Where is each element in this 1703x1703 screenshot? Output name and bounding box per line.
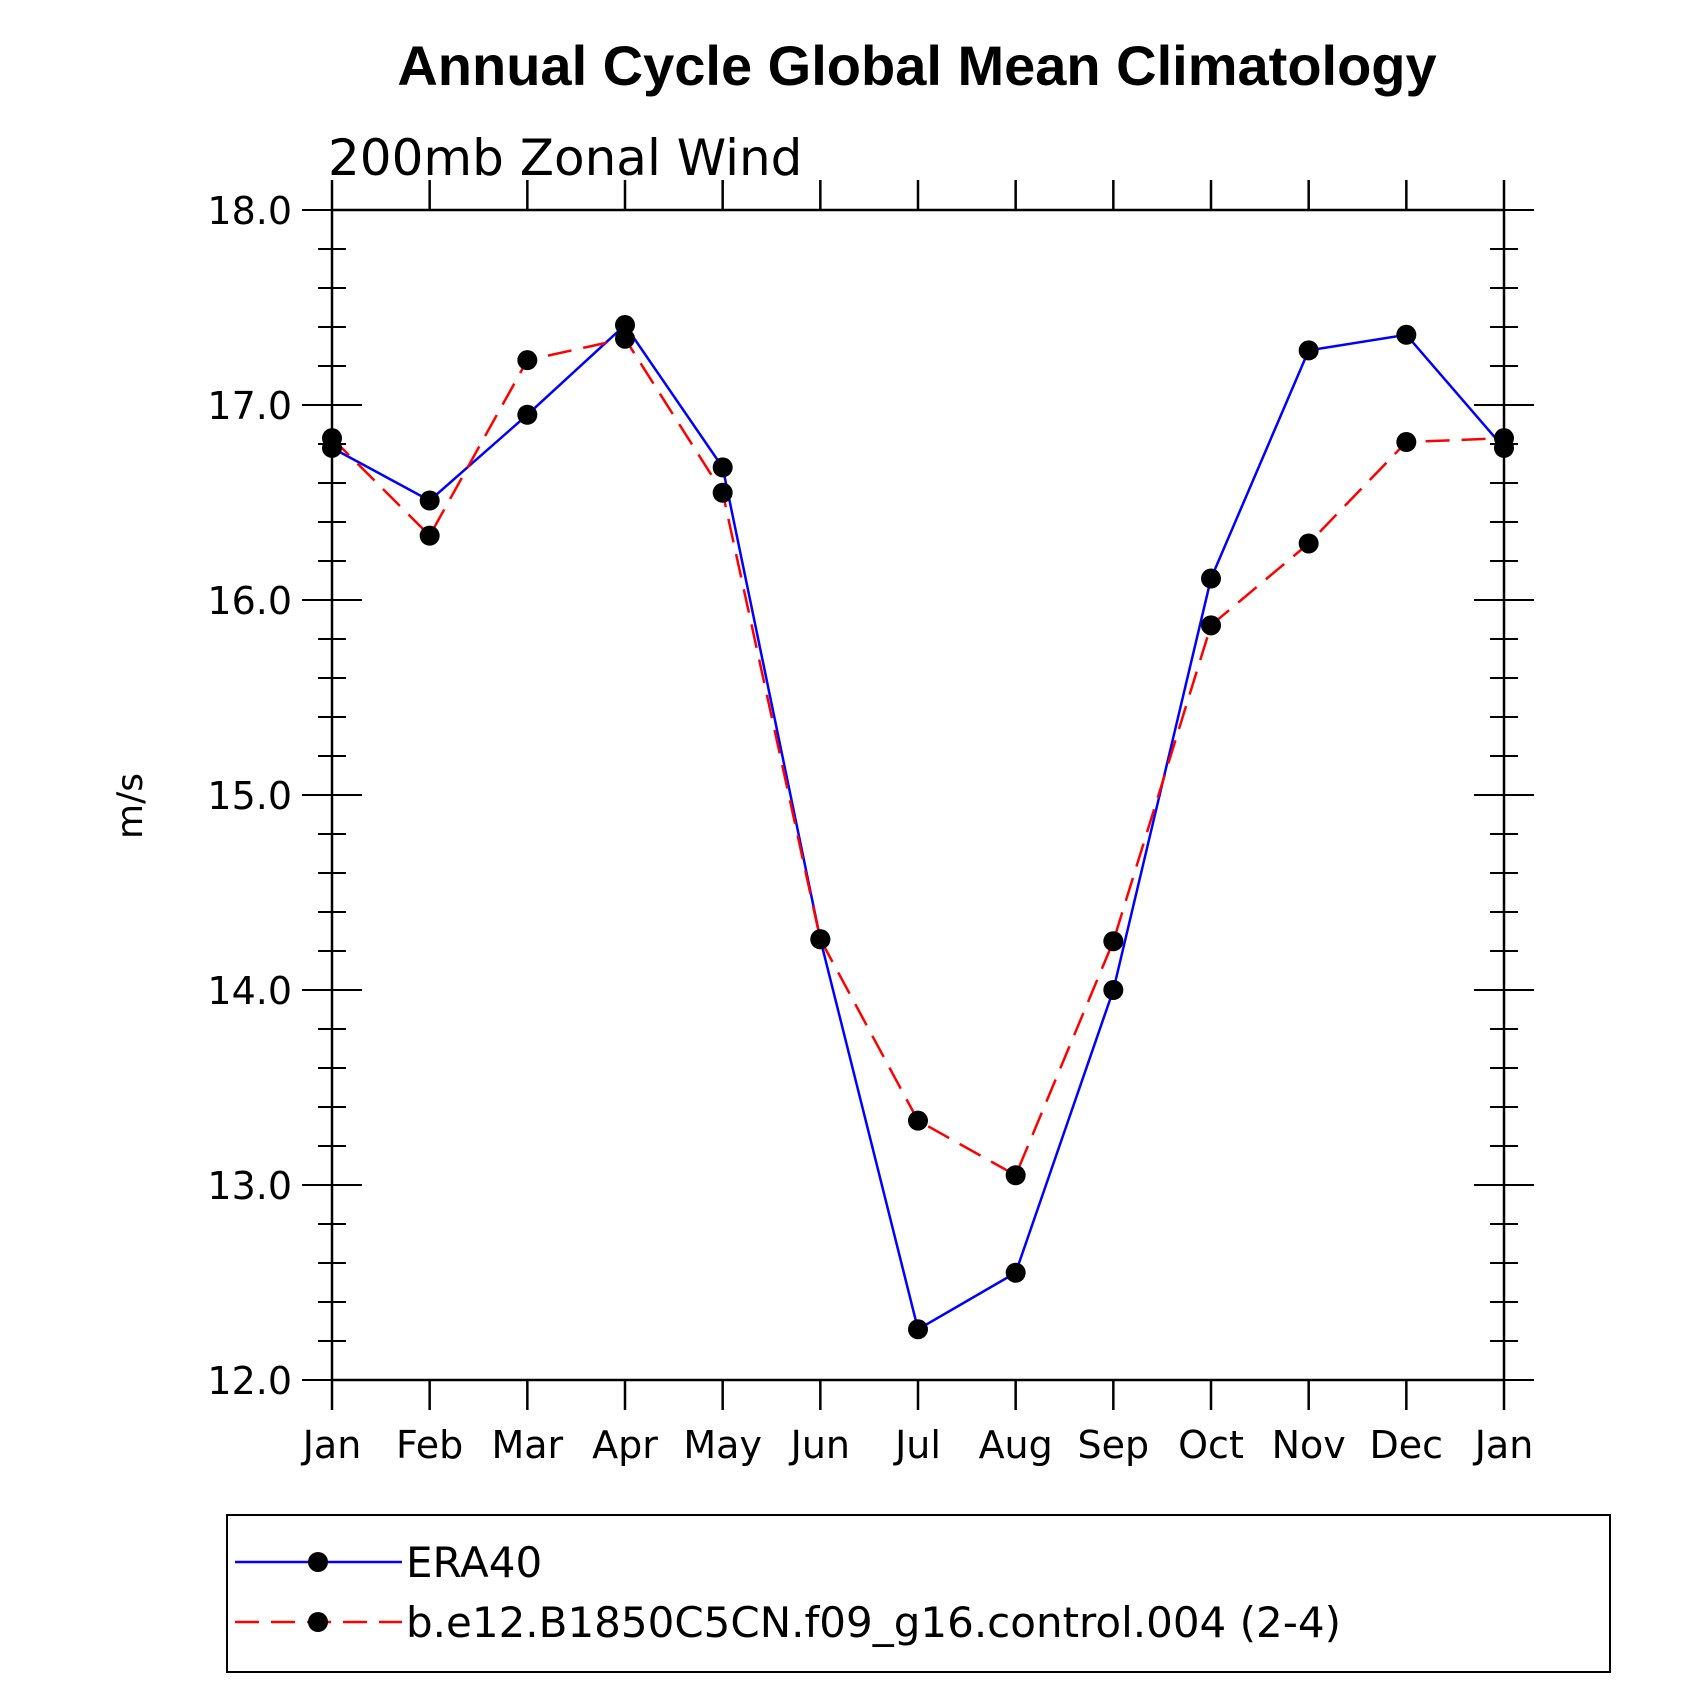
series-0-point	[517, 404, 538, 425]
series-group	[322, 315, 1514, 1340]
legend-marker-0	[308, 1552, 328, 1572]
series-0-point	[1298, 340, 1319, 361]
y-tick-label: 12.0	[207, 1359, 292, 1403]
series-0-point	[1103, 980, 1124, 1000]
series-line-1	[331, 337, 1505, 1178]
x-tick-label: Jul	[893, 1423, 941, 1467]
x-tick-label: Aug	[979, 1423, 1053, 1467]
series-1-point	[1201, 615, 1221, 636]
x-tick-label: Sep	[1078, 1423, 1150, 1467]
series-0-point	[419, 490, 440, 511]
y-tick-label: 15.0	[207, 774, 292, 818]
series-1-point	[615, 328, 635, 349]
series-1-point	[908, 1110, 928, 1131]
series-1-point	[1005, 1165, 1026, 1186]
x-tick-label: Nov	[1272, 1423, 1346, 1467]
series-0-point	[908, 1319, 928, 1340]
x-tick-label: Oct	[1178, 1423, 1244, 1467]
series-0-point	[712, 457, 733, 478]
chart-subtitle: 200mb Zonal Wind	[328, 129, 802, 187]
y-tick-label: 13.0	[207, 1164, 292, 1208]
x-tick-label: Feb	[396, 1423, 463, 1467]
legend-label-1: b.e12.B1850C5CN.f09_g16.control.004 (2-4…	[406, 1598, 1341, 1647]
series-1-point	[1494, 428, 1514, 449]
y-tick-label: 16.0	[207, 579, 292, 623]
plot-frame	[330, 208, 1506, 1382]
series-1-point	[419, 525, 440, 546]
x-tick-label: Dec	[1370, 1423, 1444, 1467]
x-tick-label: Mar	[491, 1423, 563, 1467]
series-1-point	[1298, 533, 1319, 554]
series-0-point	[1396, 324, 1417, 345]
series-1-point	[1103, 931, 1124, 952]
series-0-point	[1201, 568, 1221, 589]
series-1-point	[517, 350, 538, 371]
series-1-point	[712, 482, 733, 503]
legend: ERA40 b.e12.B1850C5CN.f09_g16.control.004…	[235, 1538, 1341, 1647]
y-tick-label: 14.0	[207, 969, 292, 1013]
legend-label-0: ERA40	[406, 1538, 542, 1587]
x-tick-labels: Jan Feb Mar Apr May Jun Jul Aug Sep Oct Nov Dec Jan	[301, 1423, 1534, 1467]
y-axis-label: m/s	[110, 773, 151, 839]
legend-box	[226, 1514, 1611, 1673]
y-tick-label: 18.0	[207, 189, 292, 233]
legend-marker-1	[308, 1612, 328, 1632]
x-tick-label: Apr	[592, 1423, 658, 1467]
x-tick-label: May	[683, 1423, 762, 1467]
chart-title: Annual Cycle Global Mean Climatology	[397, 34, 1436, 97]
y-tick-labels: 12.0 13.0 14.0 15.0 16.0 17.0 18.0	[207, 189, 292, 1403]
series-0-point	[1005, 1262, 1026, 1283]
series-1-point	[810, 929, 831, 950]
axis-ticks	[302, 180, 1534, 1410]
x-tick-label: Jan	[1473, 1423, 1534, 1467]
x-tick-label: Jun	[789, 1423, 850, 1467]
y-tick-label: 17.0	[207, 384, 292, 428]
series-1-point	[1396, 432, 1417, 453]
x-tick-label: Jan	[301, 1423, 362, 1467]
series-1-point	[322, 428, 342, 449]
series-line-0	[331, 323, 1505, 1332]
